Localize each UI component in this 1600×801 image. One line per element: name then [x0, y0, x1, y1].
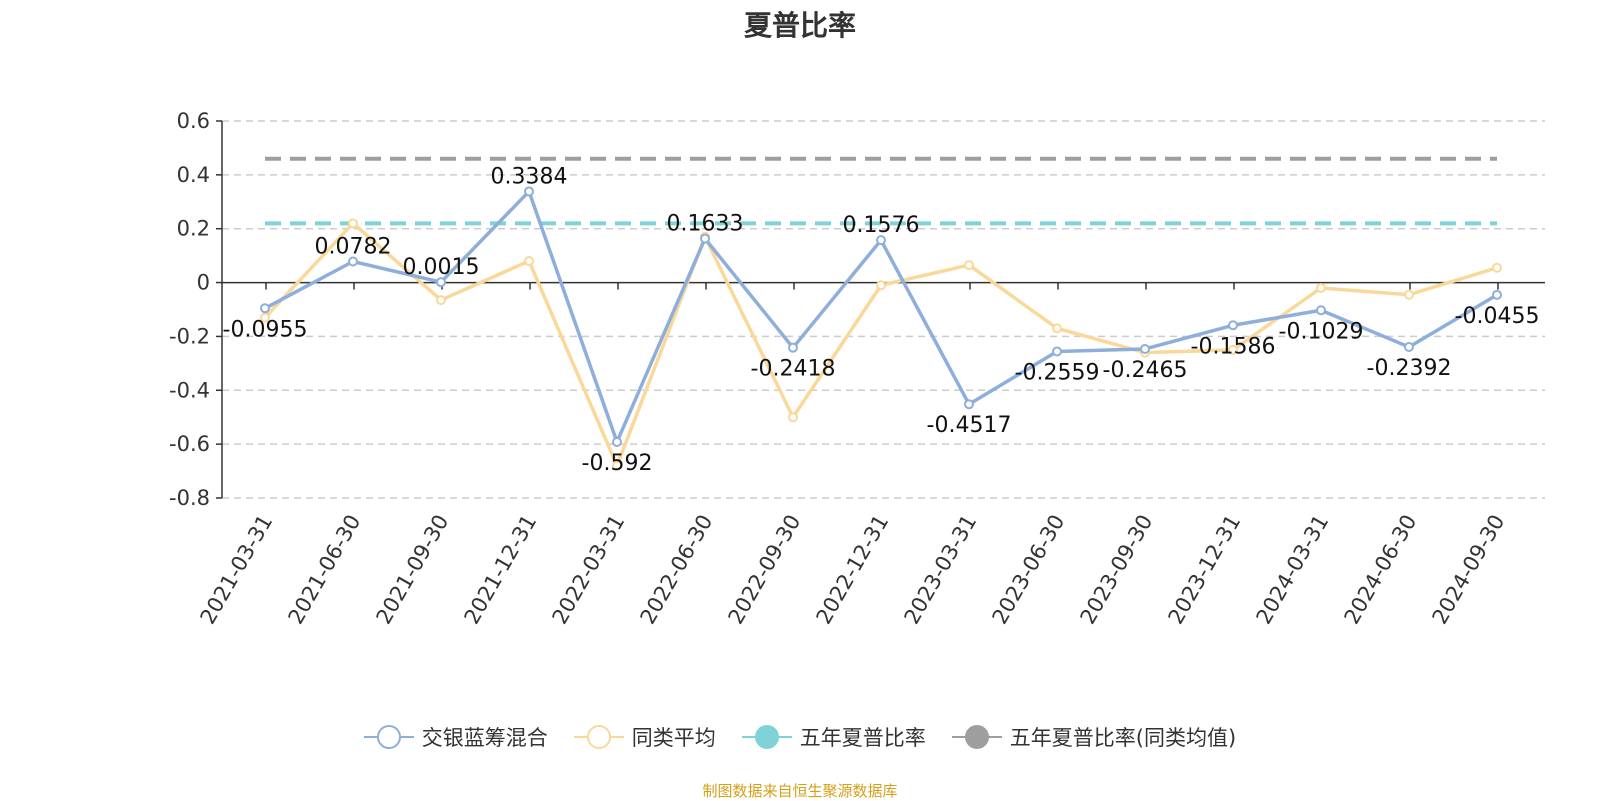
data-label: -0.2465	[1103, 358, 1188, 383]
series-point	[1052, 323, 1062, 334]
data-label: -0.2392	[1367, 356, 1452, 381]
data-label: 0.3384	[491, 164, 568, 189]
series-point	[964, 260, 974, 271]
x-tick-label: 2021-09-30	[372, 511, 454, 629]
x-tick-label: 2022-06-30	[636, 511, 718, 629]
data-label: 0.1576	[843, 213, 920, 238]
series-point	[1492, 289, 1502, 300]
series-point	[876, 280, 886, 291]
legend-item[interactable]: 五年夏普比率	[741, 722, 926, 752]
series-point	[436, 295, 446, 306]
x-tick-label: 2022-12-31	[812, 511, 894, 629]
data-label: -0.2559	[1015, 360, 1100, 385]
series-point	[348, 256, 358, 267]
data-label: -0.1586	[1191, 334, 1276, 359]
legend-item[interactable]: 五年夏普比率(同类均值)	[951, 722, 1237, 752]
y-tick-label: -0.6	[169, 432, 210, 456]
series-point	[876, 235, 886, 246]
legend-marker-icon	[573, 725, 624, 749]
series-point	[1316, 305, 1326, 316]
legend-marker-icon	[363, 725, 414, 749]
series-point	[1404, 341, 1414, 352]
series-point	[1140, 343, 1150, 354]
legend: 交银蓝筹混合 同类平均 五年夏普比率 五年夏普比率(同类均值)	[0, 722, 1600, 752]
series-point	[260, 303, 270, 314]
x-tick-label: 2021-12-31	[460, 511, 542, 629]
series-point	[1492, 262, 1502, 273]
x-tick-label: 2021-03-31	[196, 511, 278, 629]
legend-label: 同类平均	[631, 726, 716, 750]
chart-title: 夏普比率	[743, 9, 856, 42]
series-point	[612, 460, 622, 471]
series-point	[1228, 320, 1238, 331]
x-tick-label: 2023-12-31	[1164, 511, 1246, 629]
y-tick-label: 0.4	[177, 163, 210, 187]
series-point	[1404, 289, 1414, 300]
data-label: 0.0782	[315, 235, 392, 260]
series-point	[436, 277, 446, 288]
x-tick-label: 2023-03-31	[900, 511, 982, 629]
series-point	[788, 342, 798, 353]
y-tick-label: -0.4	[169, 378, 210, 402]
legend-label: 交银蓝筹混合	[421, 726, 548, 750]
series-point	[700, 233, 710, 244]
series-point	[964, 399, 974, 410]
data-label: 0.0015	[403, 255, 480, 280]
data-label: -0.592	[582, 451, 653, 476]
source-note: 制图数据来自恒生聚源数据库	[702, 782, 898, 800]
x-tick-label: 2023-06-30	[988, 511, 1070, 629]
data-label: -0.0455	[1455, 304, 1540, 329]
x-tick-label: 2024-03-31	[1252, 511, 1334, 629]
legend-item[interactable]: 同类平均	[573, 722, 716, 752]
series-point	[348, 218, 358, 229]
data-label: -0.1029	[1279, 319, 1364, 344]
y-tick-label: 0.6	[177, 109, 210, 133]
series-point	[524, 256, 534, 267]
data-label: -0.2418	[751, 357, 836, 382]
x-tick-label: 2024-09-30	[1428, 511, 1510, 629]
series-point	[524, 186, 534, 197]
data-label: -0.4517	[927, 413, 1012, 438]
y-tick-label: -0.8	[169, 486, 210, 510]
series-point	[612, 436, 622, 447]
x-tick-label: 2021-06-30	[284, 511, 366, 629]
legend-marker-icon	[951, 725, 1002, 749]
y-tick-label: 0.2	[177, 217, 210, 241]
series-point	[788, 412, 798, 423]
series-point	[1228, 344, 1238, 355]
data-label: 0.1633	[667, 212, 744, 237]
data-label: -0.0955	[223, 317, 308, 342]
series-point	[1316, 282, 1326, 293]
x-tick-label: 2023-09-30	[1076, 511, 1158, 629]
y-tick-label: 0	[197, 271, 210, 295]
x-tick-label: 2022-03-31	[548, 511, 630, 629]
y-tick-label: -0.2	[169, 324, 210, 348]
series-point	[1052, 346, 1062, 357]
legend-item[interactable]: 交银蓝筹混合	[363, 722, 548, 752]
x-tick-label: 2022-09-30	[724, 511, 806, 629]
legend-label: 五年夏普比率	[799, 726, 926, 750]
x-tick-label: 2024-06-30	[1340, 511, 1422, 629]
series-point	[260, 312, 270, 323]
legend-marker-icon	[741, 725, 792, 749]
legend-label: 五年夏普比率(同类均值)	[1009, 726, 1237, 750]
